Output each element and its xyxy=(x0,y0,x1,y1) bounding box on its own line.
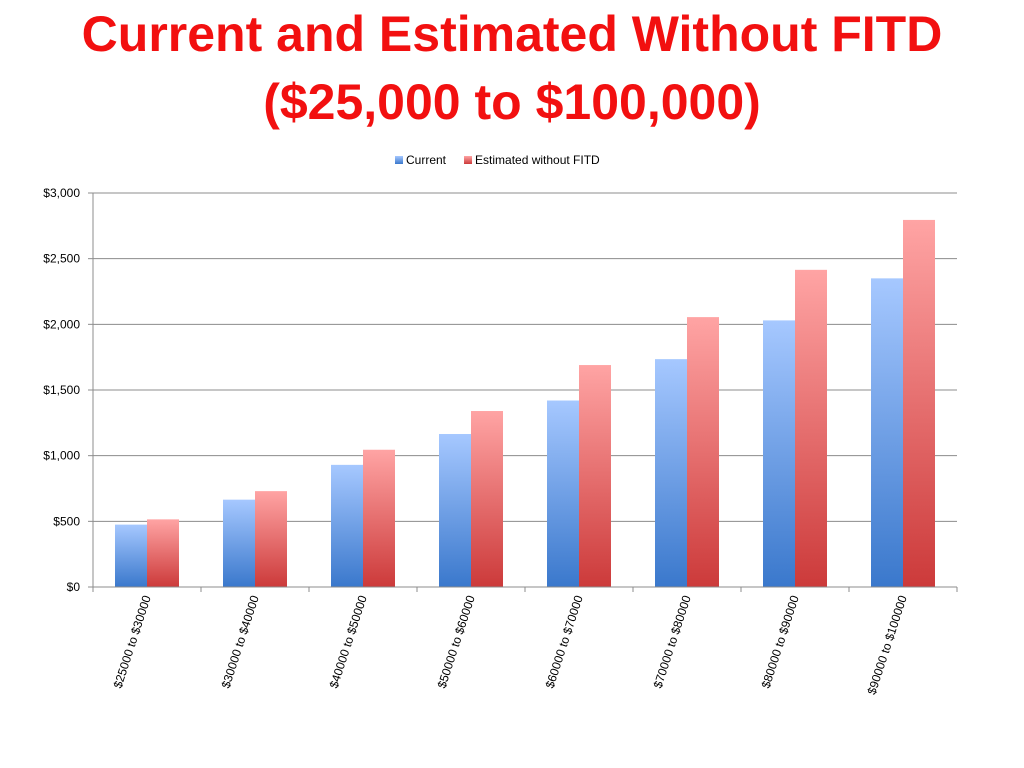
bar-estimated-without-fitd xyxy=(687,317,719,587)
y-tick-label: $2,000 xyxy=(43,317,80,331)
chart-title-line-2: ($25,000 to $100,000) xyxy=(263,74,761,130)
x-tick-label: $30000 to $40000 xyxy=(219,593,262,690)
legend-label: Current xyxy=(406,153,447,167)
x-axis-tick-labels: $25000 to $30000 $30000 to $40000 $40000 t… xyxy=(111,593,910,696)
legend-swatch-current xyxy=(395,156,403,164)
bar-estimated-without-fitd xyxy=(363,449,395,587)
y-tick-label: $1,500 xyxy=(43,383,80,397)
bar-current xyxy=(439,433,471,587)
x-tick-label: $50000 to $60000 xyxy=(435,593,478,690)
bar-current xyxy=(655,359,687,587)
x-tick-label: $70000 to $80000 xyxy=(651,593,694,690)
bar-current xyxy=(763,320,795,587)
bar-estimated-without-fitd xyxy=(147,519,179,587)
y-tick-label: $500 xyxy=(53,514,80,528)
bar-estimated-without-fitd xyxy=(903,219,935,587)
bars xyxy=(115,219,935,587)
y-tick-label: $0 xyxy=(67,580,81,594)
chart-title-line-1: Current and Estimated Without FITD xyxy=(81,6,943,62)
gridlines xyxy=(93,192,957,588)
bar-estimated-without-fitd xyxy=(255,491,287,587)
bar-current xyxy=(223,499,255,587)
x-tick-label: $60000 to $70000 xyxy=(543,593,586,690)
bar-current xyxy=(115,524,147,587)
bar-estimated-without-fitd xyxy=(471,411,503,587)
bar-current xyxy=(547,400,579,587)
y-tick-label: $3,000 xyxy=(43,186,80,200)
legend-swatch-estimated-without-fitd xyxy=(464,156,473,164)
x-tick-label: $90000 to $100000 xyxy=(865,593,910,696)
y-tick-label: $2,500 xyxy=(43,252,80,266)
x-tick-label: $25000 to $30000 xyxy=(111,593,154,690)
y-tick-label: $1,000 xyxy=(43,449,80,463)
bar-estimated-without-fitd xyxy=(579,365,611,587)
y-axis-tick-labels: $0 $500 $1,000 $1,500 $2,000 $2,500 $3,000 xyxy=(43,186,80,594)
bar-current xyxy=(331,464,363,587)
bar-estimated-without-fitd xyxy=(795,269,827,587)
legend: Current Estimated without FITD xyxy=(395,153,600,167)
bar-current xyxy=(871,278,903,587)
legend-label: Estimated without FITD xyxy=(475,153,600,167)
x-tick-label: $40000 to $50000 xyxy=(327,593,370,690)
axes xyxy=(88,192,958,592)
x-tick-label: $80000 to $90000 xyxy=(759,593,802,690)
